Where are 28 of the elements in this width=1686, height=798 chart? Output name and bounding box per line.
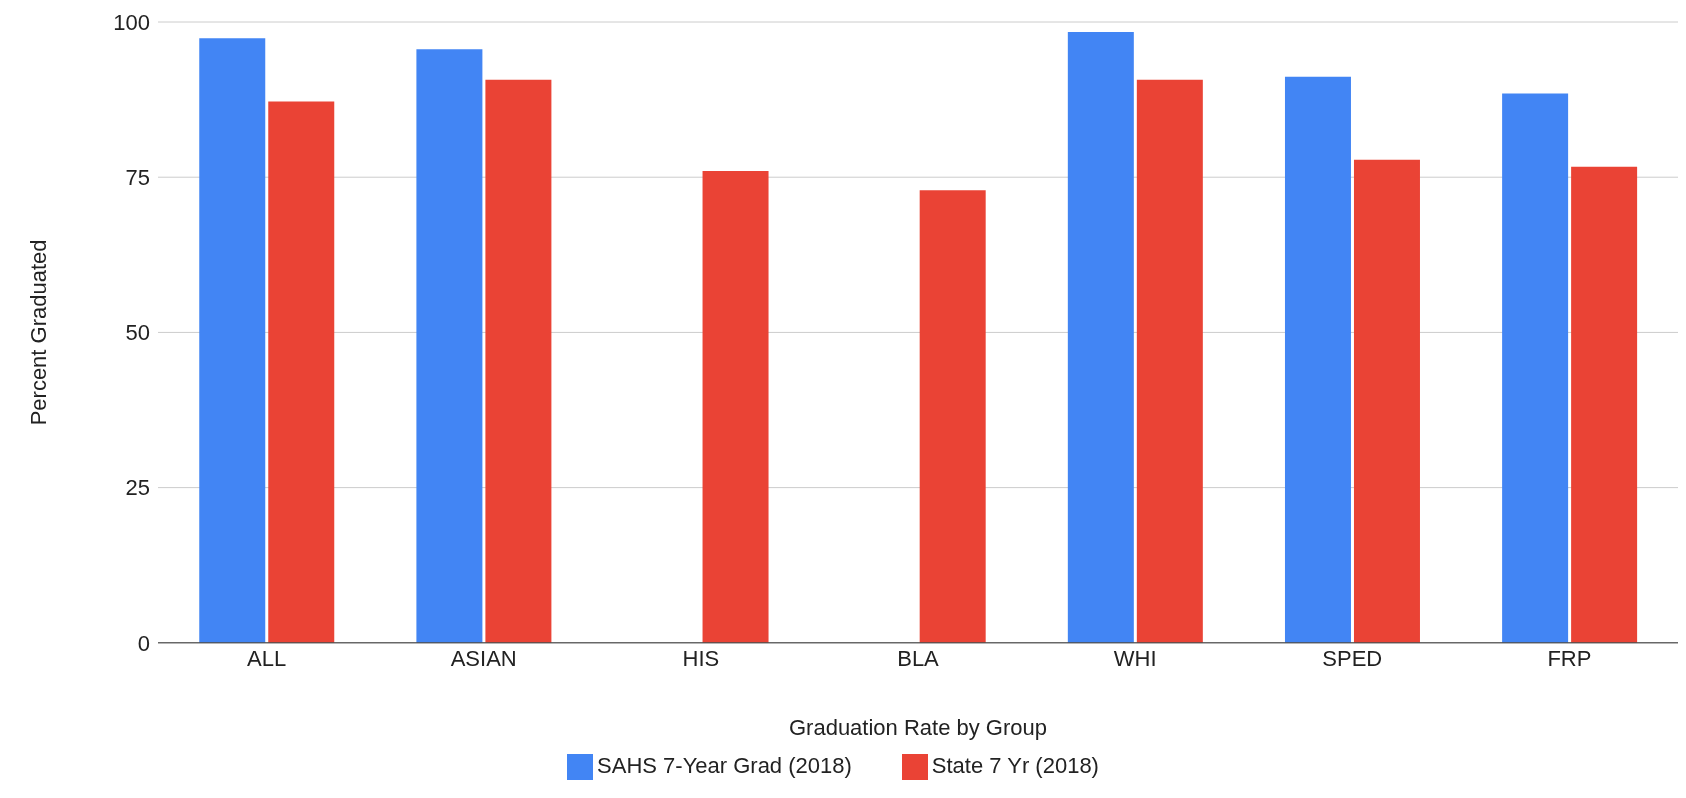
x-tick-label: BLA <box>897 646 940 672</box>
bar <box>1353 159 1420 643</box>
bar <box>919 190 986 643</box>
bar <box>1284 76 1351 643</box>
bar <box>485 79 552 643</box>
x-tick-label: HIS <box>682 646 720 672</box>
y-tick-label: 0 <box>137 630 150 656</box>
bar <box>1571 166 1638 643</box>
y-axis-title: Percent Graduated <box>25 239 51 426</box>
legend-label: State 7 Yr (2018) <box>931 752 1099 778</box>
bar <box>268 101 335 643</box>
y-tick-label: 50 <box>125 320 150 346</box>
bar <box>1502 93 1569 643</box>
x-axis-title: Graduation Rate by Group <box>788 714 1048 740</box>
bar <box>1067 31 1134 643</box>
bar <box>416 49 483 643</box>
y-tick-label: 75 <box>125 165 150 191</box>
x-tick-label: SPED <box>1322 646 1383 672</box>
bar <box>702 171 769 643</box>
bar <box>199 38 266 643</box>
legend-label: SAHS 7-Year Grad (2018) <box>597 752 852 778</box>
x-tick-label: FRP <box>1547 646 1592 672</box>
x-tick-label: WHI <box>1113 646 1157 672</box>
x-tick-label: ASIAN <box>450 646 517 672</box>
x-tick-label: ALL <box>246 646 287 672</box>
bar <box>1136 79 1203 643</box>
y-tick-label: 25 <box>125 475 150 501</box>
y-tick-label: 100 <box>113 9 150 35</box>
